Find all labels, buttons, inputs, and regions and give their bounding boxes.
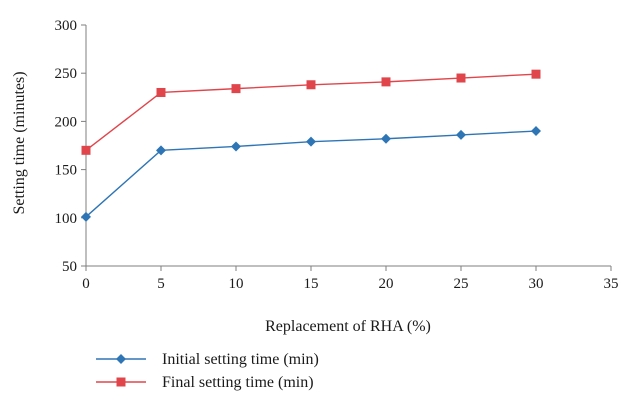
data-point (381, 133, 391, 144)
data-point (156, 87, 166, 97)
data-point (306, 80, 316, 90)
legend-marker (116, 354, 126, 364)
legend: Initial setting time (min) Final setting … (96, 351, 319, 391)
data-point (531, 126, 541, 137)
x-tick-label: 15 (304, 276, 319, 292)
x-tick-label: 0 (82, 276, 90, 292)
y-tick-label: 200 (55, 114, 78, 130)
series-1 (81, 126, 541, 222)
data-point (306, 136, 316, 147)
legend-label: Final setting time (min) (162, 374, 314, 391)
data-point (531, 69, 541, 79)
x-tick-label: 5 (157, 276, 165, 292)
y-tick-label: 150 (55, 163, 78, 179)
x-tick-label: 10 (229, 276, 244, 292)
x-tick-label: 20 (379, 276, 394, 292)
y-tick-label: 50 (62, 259, 77, 275)
y-axis-label: Setting time (minutes) (11, 71, 28, 214)
legend-label: Initial setting time (min) (162, 351, 319, 368)
legend-item: Initial setting time (min) (96, 351, 319, 368)
axes (85, 25, 611, 267)
series-2 (81, 69, 541, 155)
y-tick-label: 250 (55, 66, 78, 82)
data-point (456, 73, 466, 83)
data-point (231, 141, 241, 152)
x-tick-label: 30 (529, 276, 544, 292)
y-tick-label: 300 (55, 18, 78, 34)
x-tick-label: 35 (604, 276, 619, 292)
data-point (81, 145, 91, 155)
data-point (156, 145, 166, 156)
x-tick-label: 25 (454, 276, 469, 292)
tick-labels: 50 100 150 200 250 300 0 5 10 15 20 25 30 35 (55, 18, 619, 292)
legend-item: Final setting time (min) (96, 374, 314, 391)
data-point (381, 77, 391, 87)
data-point (456, 129, 466, 140)
x-axis-label: Replacement of RHA (%) (265, 318, 431, 335)
legend-marker (116, 377, 126, 387)
data-point (81, 211, 91, 222)
data-point (231, 84, 241, 94)
y-tick-label: 100 (55, 211, 78, 227)
series-group (81, 69, 541, 222)
